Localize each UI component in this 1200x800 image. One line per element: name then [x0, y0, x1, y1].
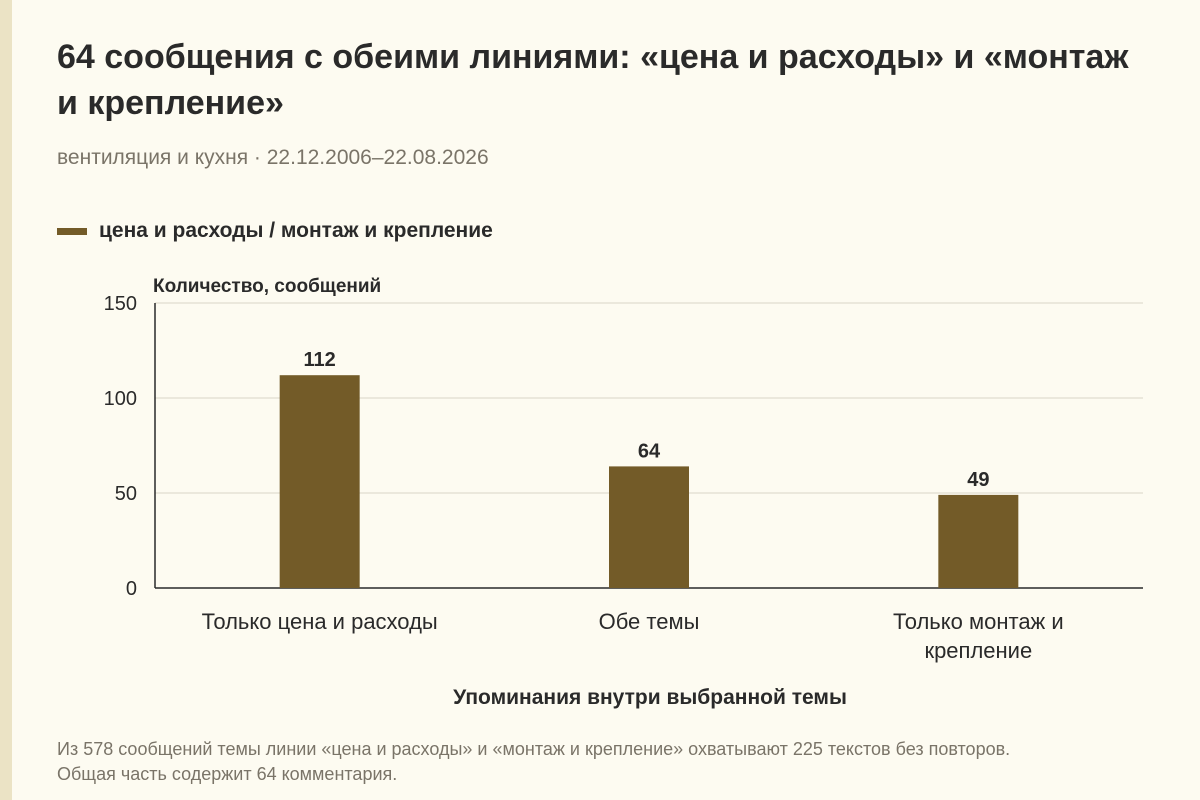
edge-stripe [0, 0, 12, 800]
legend-swatch [57, 227, 87, 235]
x-axis-title: Упоминания внутри выбранной темы [453, 686, 847, 709]
bar [609, 466, 689, 588]
legend: цена и расходы / монтаж и крепление [57, 219, 493, 243]
x-tick-label: Только монтаж и [893, 609, 1064, 634]
bar-chart: Количество, сообщений 0 50 100 150 112 Только … [104, 276, 1143, 663]
x-tick-label: Обе темы [599, 609, 700, 634]
legend-label: цена и расходы / монтаж и крепление [99, 219, 493, 242]
bar [279, 375, 360, 588]
chart-subtitle: вентиляция и кухня · 22.12.2006–22.08.20… [57, 146, 489, 169]
bar-value-label: 49 [967, 469, 989, 491]
bar [938, 494, 1019, 588]
bar-value-label: 112 [304, 349, 336, 371]
footnote: Из 578 сообщений темы линии «цена и расх… [57, 739, 1011, 784]
bar-value-label: 64 [638, 440, 661, 462]
y-axis-title: Количество, сообщений [153, 276, 381, 297]
y-tick-label: 0 [126, 578, 137, 600]
x-tick-label: крепление [924, 638, 1032, 663]
chart-title: 64 сообщения с обеими линиями: «цена и р… [57, 38, 1129, 122]
y-tick-label: 100 [104, 388, 137, 410]
x-tick-label: Только цена и расходы [202, 609, 438, 634]
y-tick-label: 150 [104, 293, 137, 315]
y-tick-label: 50 [115, 483, 137, 505]
